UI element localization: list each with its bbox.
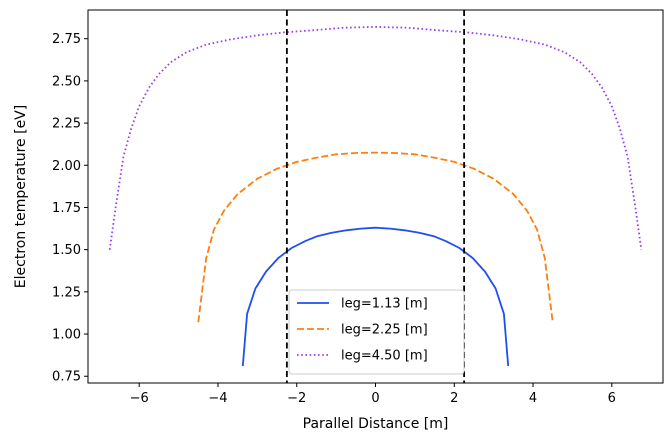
x-axis-label: Parallel Distance [m] (303, 416, 449, 432)
y-tick-label: 2.00 (52, 159, 81, 174)
series-layer (108, 25, 643, 367)
series-line-2 (197, 151, 554, 323)
plot-area-frame (87, 9, 664, 384)
x-tick-label: 0 (371, 391, 379, 406)
y-tick-label: 0.75 (52, 370, 81, 385)
legend-box (288, 289, 465, 375)
x-tick-label: −6 (130, 391, 149, 406)
x-tick-label: −4 (208, 391, 227, 406)
x-tick-label: 6 (608, 391, 616, 406)
y-tick-label: 1.50 (52, 243, 81, 258)
legend-label-1: leg=1.13 [m] (341, 297, 428, 312)
x-tick-label: −2 (287, 391, 306, 406)
y-tick-label: 2.75 (52, 32, 81, 47)
y-tick-label: 2.50 (52, 74, 81, 89)
y-tick-label: 1.00 (52, 328, 81, 343)
axis-ticks: −6 −4 −2 0 2 4 6 0.75 1.00 1.25 1.50 1.75 2.00 2.25 2.… (52, 32, 616, 406)
y-tick-label: 2.25 (52, 117, 81, 132)
series-line-3 (108, 25, 643, 250)
x-tick-label: 2 (450, 391, 458, 406)
x-tick-label: 4 (529, 391, 537, 406)
legend-label-2: leg=2.25 [m] (341, 323, 428, 338)
y-axis-label: Electron temperature [eV] (13, 105, 29, 288)
legend-label-3: leg=4.50 [m] (341, 349, 428, 364)
y-tick-label: 1.25 (52, 285, 81, 300)
series-line-1 (241, 226, 510, 367)
legend: leg=1.13 [m] leg=2.25 [m] leg=4.50 [m] (288, 289, 465, 375)
y-tick-label: 1.75 (52, 201, 81, 216)
vertical-reference-lines (285, 10, 466, 383)
